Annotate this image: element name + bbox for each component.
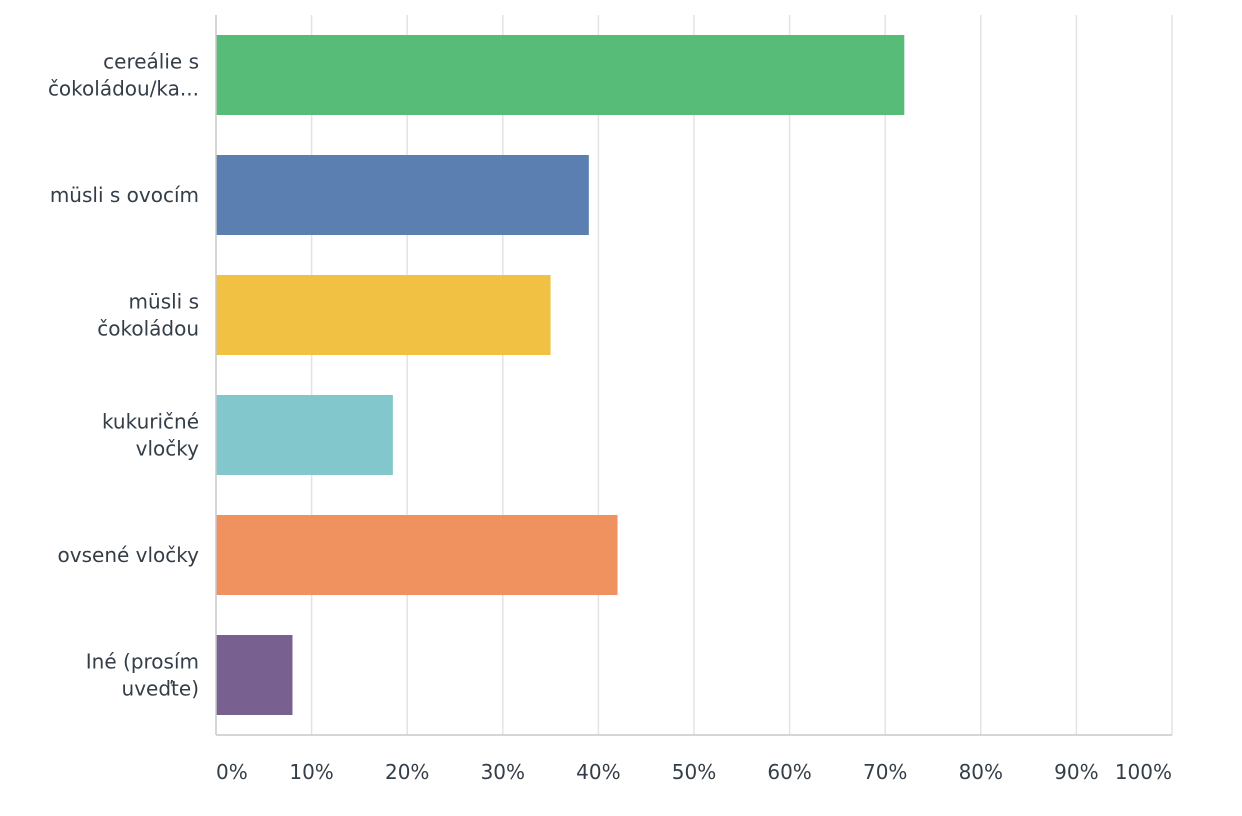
bar-1: [216, 155, 589, 235]
category-labels: cereálie s čokoládou/ka... müsli s ovocím m…: [48, 50, 199, 701]
bar-5: [216, 635, 293, 715]
x-tick-label-50: 50%: [672, 760, 716, 784]
category-label-4: ovsené vločky: [58, 543, 200, 567]
category-label-1: müsli s ovocím: [50, 183, 199, 207]
x-tick-label-100: 100%: [1115, 760, 1172, 784]
x-tick-label-10: 10%: [289, 760, 333, 784]
category-label-2: müsli s čokoládou: [97, 290, 199, 341]
axes: [215, 15, 1172, 736]
category-label-line: ovsené vločky: [58, 543, 200, 567]
x-tick-label-60: 60%: [767, 760, 811, 784]
category-label-line: uveďte): [122, 677, 199, 701]
x-tick-label-70: 70%: [863, 760, 907, 784]
category-label-line: müsli s: [129, 290, 199, 314]
x-tick-label-40: 40%: [576, 760, 620, 784]
category-label-line: müsli s ovocím: [50, 183, 199, 207]
category-label-5: Iné (prosím uveďte): [86, 650, 199, 701]
category-label-line: Iné (prosím: [86, 650, 199, 674]
category-label-0: cereálie s čokoládou/ka...: [48, 50, 199, 101]
bar-4: [216, 515, 618, 595]
bar-2: [216, 275, 551, 355]
x-tick-label-30: 30%: [481, 760, 525, 784]
category-label-line: cereálie s: [103, 50, 199, 74]
x-tick-label-90: 90%: [1054, 760, 1098, 784]
bar-3: [216, 395, 393, 475]
category-label-line: čokoládou: [97, 317, 199, 341]
category-label-line: vločky: [136, 437, 199, 461]
bar-0: [216, 35, 905, 115]
x-tick-labels: 0% 10% 20% 30% 40% 50% 60% 70% 80% 90% 100%: [216, 760, 1172, 784]
category-label-line: čokoládou/ka...: [48, 77, 199, 101]
bars: [216, 35, 905, 715]
x-tick-label-0: 0%: [216, 760, 248, 784]
x-tick-label-20: 20%: [385, 760, 429, 784]
x-tick-label-80: 80%: [959, 760, 1003, 784]
gridlines: [310, 15, 1173, 735]
category-label-line: kukuričné: [102, 410, 199, 434]
category-label-3: kukuričné vločky: [102, 410, 199, 461]
